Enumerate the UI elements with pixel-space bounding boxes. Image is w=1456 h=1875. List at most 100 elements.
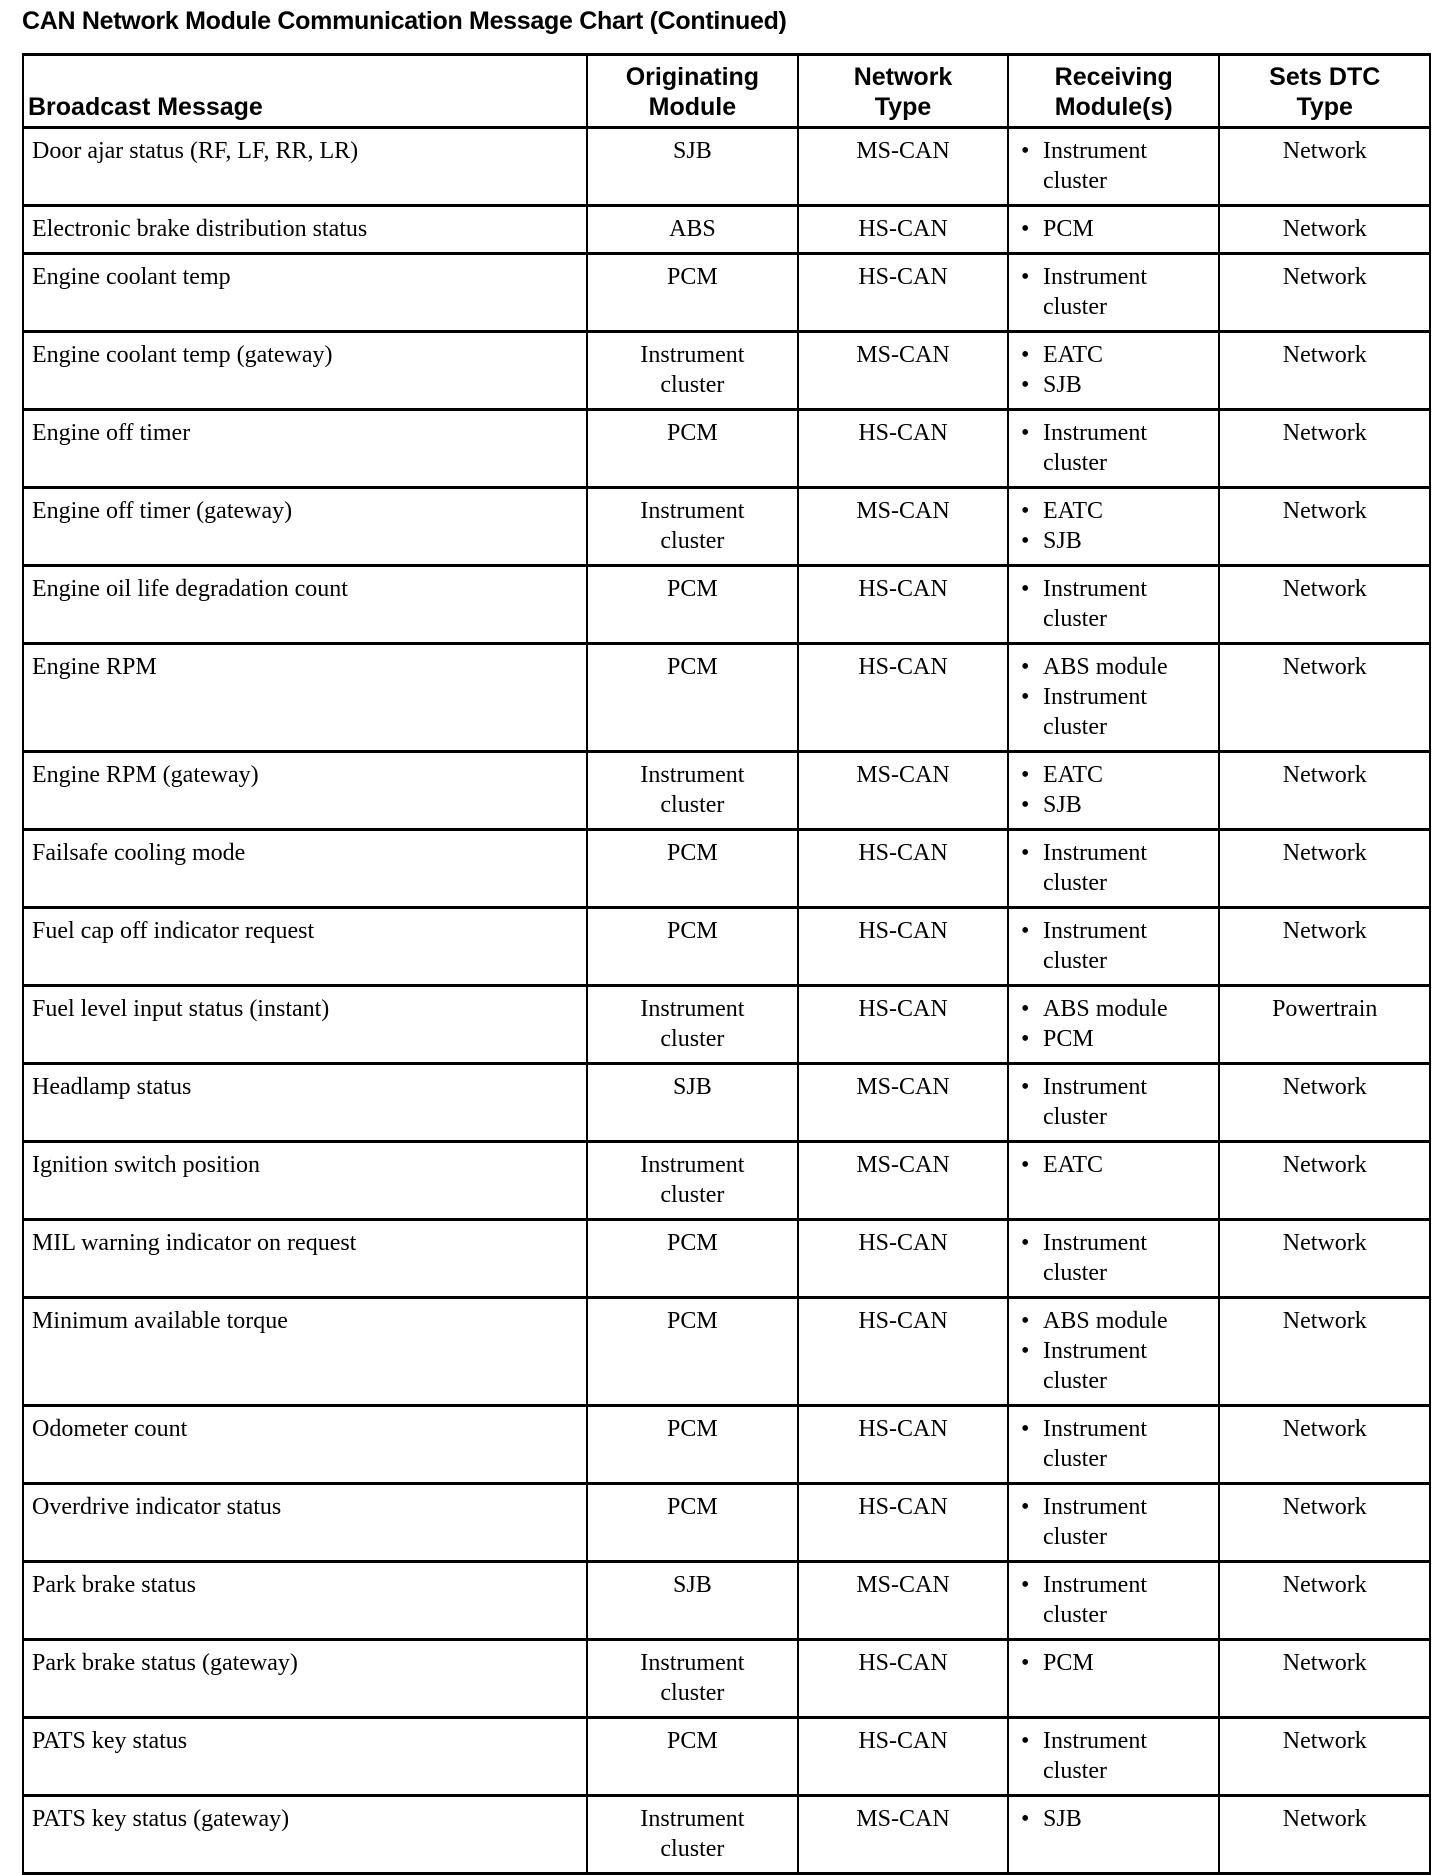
originating-module-cell-text: ABS [669,216,716,242]
table-row: Engine coolant temp (gateway) Instrument … [22,330,1431,411]
message-chart-table: Broadcast Message Originating Module Net… [22,53,1431,1875]
broadcast-message-cell: Engine RPM [22,642,588,753]
dtc-type-cell: Network [1218,1404,1431,1485]
table-row: Overdrive indicator status PCM HS-CANInstr… [22,1482,1431,1563]
dtc-type-cell: Network [1218,252,1431,333]
originating-module-cell: PCM [585,642,800,753]
receiving-modules-cell: Instrument cluster [1006,564,1221,645]
originating-module-cell-text: SJB [673,1074,712,1100]
network-type-cell: HS-CAN [797,252,1009,333]
originating-module-cell-text: SJB [673,138,712,164]
broadcast-message-cell: Failsafe cooling mode [22,828,588,909]
receiving-modules-list: Instrument cluster [1017,838,1210,898]
receiving-module-item: EATC [1017,496,1173,526]
header-dtc-text: Sets DTC Type [1269,63,1381,121]
broadcast-message-cell: Minimum available torque [22,1296,588,1407]
dtc-type-cell: Network [1218,126,1431,207]
receiving-module-item: Instrument cluster [1017,1072,1173,1132]
table-row: Failsafe cooling mode PCM HS-CANInstrument… [22,828,1431,909]
originating-module-cell-text: PCM [667,576,718,602]
broadcast-message-cell: Door ajar status (RF, LF, RR, LR) [22,126,588,207]
receiving-module-item: ABS module [1017,1306,1173,1336]
table-header-row: Broadcast Message Originating Module Net… [22,53,1431,129]
receiving-modules-list: Instrument cluster [1017,1072,1210,1132]
receiving-module-item: ABS module [1017,652,1173,682]
broadcast-message-cell: Electronic brake distribution status [22,204,588,255]
originating-module-cell: SJB [585,126,800,207]
receiving-module-item: EATC [1017,760,1173,790]
broadcast-message-cell: Overdrive indicator status [22,1482,588,1563]
receiving-modules-cell: Instrument cluster [1006,1218,1221,1299]
receiving-module-item: PCM [1017,214,1173,244]
broadcast-message-cell: Fuel level input status (instant) [22,984,588,1065]
originating-module-cell: Instrument cluster [585,1140,800,1221]
broadcast-message-cell: Odometer count [22,1404,588,1485]
receiving-module-item: Instrument cluster [1017,1492,1173,1552]
receiving-modules-list: PCM [1017,214,1210,244]
receiving-module-item: Instrument cluster [1017,574,1173,634]
originating-module-cell: PCM [585,1404,800,1485]
originating-module-cell: PCM [585,906,800,987]
broadcast-message-cell: PATS key status (gateway) [22,1794,588,1875]
receiving-modules-list: Instrument cluster [1017,574,1210,634]
dtc-type-cell: Network [1218,564,1431,645]
table-row: Ignition switch position Instrument clust… [22,1140,1431,1221]
network-type-cell: HS-CAN [797,1716,1009,1797]
receiving-modules-cell: PCM [1006,204,1221,255]
receiving-module-item: ABS module [1017,994,1173,1024]
broadcast-message-cell: Ignition switch position [22,1140,588,1221]
broadcast-message-cell: Engine coolant temp [22,252,588,333]
receiving-modules-cell: Instrument cluster [1006,126,1221,207]
broadcast-message-cell: PATS key status [22,1716,588,1797]
dtc-type-cell: Network [1218,750,1431,831]
receiving-modules-cell: EATC [1006,1140,1221,1221]
receiving-module-item: Instrument cluster [1017,682,1173,742]
receiving-module-item: SJB [1017,790,1173,820]
originating-module-cell: Instrument cluster [585,1638,800,1719]
receiving-modules-list: PCM [1017,1648,1210,1678]
receiving-module-item: Instrument cluster [1017,262,1173,322]
broadcast-message-cell: Engine RPM (gateway) [22,750,588,831]
originating-module-cell-text: SJB [673,1572,712,1598]
table-row: Engine RPM (gateway) Instrument cluster MS… [22,750,1431,831]
table-row: Odometer count PCM HS-CANInstrument cluste… [22,1404,1431,1485]
receiving-modules-list: Instrument cluster [1017,262,1210,322]
receiving-modules-list: Instrument cluster [1017,1228,1210,1288]
receiving-modules-list: Instrument cluster [1017,418,1210,478]
dtc-type-cell: Network [1218,642,1431,753]
originating-module-cell-text: Instrument cluster [640,996,745,1052]
network-type-cell: HS-CAN [797,984,1009,1065]
receiving-modules-list: Instrument cluster [1017,1726,1210,1786]
network-type-cell: HS-CAN [797,1638,1009,1719]
receiving-module-item: PCM [1017,1648,1173,1678]
network-type-cell: HS-CAN [797,1296,1009,1407]
originating-module-cell: PCM [585,1296,800,1407]
receiving-module-item: EATC [1017,340,1173,370]
originating-module-cell-text: Instrument cluster [640,342,745,398]
receiving-module-item: Instrument cluster [1017,1570,1173,1630]
originating-module-cell-text: Instrument cluster [640,762,745,818]
table-row: Headlamp status SJB MS-CANInstrument clust… [22,1062,1431,1143]
originating-module-cell: PCM [585,1482,800,1563]
network-type-cell: MS-CAN [797,486,1009,567]
receiving-modules-cell: Instrument cluster [1006,1062,1221,1143]
table-row: MIL warning indicator on request PCM HS-CA… [22,1218,1431,1299]
receiving-modules-list: EATCSJB [1017,340,1210,400]
network-type-cell: HS-CAN [797,408,1009,489]
receiving-modules-list: Instrument cluster [1017,1492,1210,1552]
dtc-type-cell: Network [1218,1482,1431,1563]
originating-module-cell-text: PCM [667,1728,718,1754]
receiving-module-item: Instrument cluster [1017,418,1173,478]
broadcast-message-cell: MIL warning indicator on request [22,1218,588,1299]
receiving-modules-list: ABS moduleInstrument cluster [1017,1306,1210,1396]
network-type-cell: HS-CAN [797,204,1009,255]
originating-module-cell: Instrument cluster [585,1794,800,1875]
originating-module-cell-text: PCM [667,654,718,680]
receiving-modules-list: Instrument cluster [1017,136,1210,196]
receiving-module-item: Instrument cluster [1017,916,1173,976]
originating-module-cell: PCM [585,252,800,333]
receiving-module-item: Instrument cluster [1017,838,1173,898]
originating-module-cell-text: PCM [667,420,718,446]
receiving-modules-cell: Instrument cluster [1006,408,1221,489]
